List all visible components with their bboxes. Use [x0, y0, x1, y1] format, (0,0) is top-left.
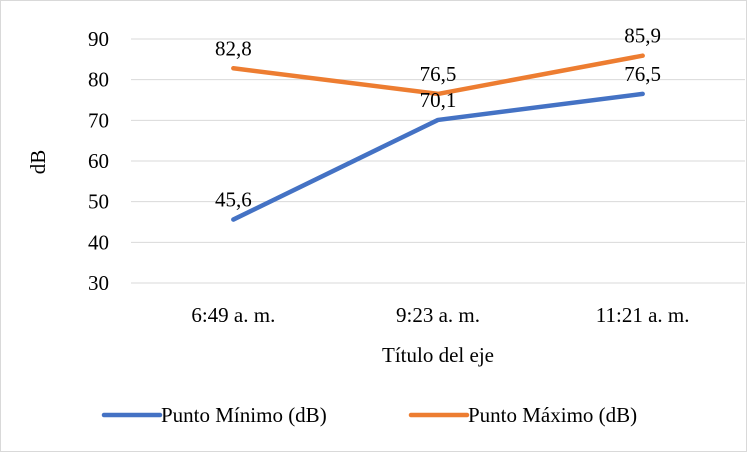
data-label: 76,5 — [624, 62, 661, 86]
x-tick-label: 6:49 a. m. — [191, 303, 275, 327]
data-label: 70,1 — [420, 88, 457, 112]
y-axis-ticks: 30 40 50 60 70 80 90 — [88, 27, 109, 295]
x-axis-title: Título del eje — [382, 343, 494, 367]
data-label: 82,8 — [215, 36, 252, 60]
x-tick-label: 11:21 a. m. — [596, 303, 690, 327]
data-labels: 45,670,176,582,876,585,9 — [215, 24, 661, 212]
series-line — [231, 91, 645, 222]
data-label: 85,9 — [624, 24, 661, 48]
x-tick-label: 9:23 a. m. — [396, 303, 480, 327]
y-tick-label: 80 — [88, 68, 109, 92]
series-line — [231, 53, 645, 97]
series-lines — [231, 53, 645, 222]
data-label: 45,6 — [215, 188, 252, 212]
y-axis-title: dB — [26, 150, 50, 175]
legend-label: Punto Mínimo (dB) — [161, 403, 327, 427]
y-tick-label: 90 — [88, 27, 109, 51]
y-tick-label: 70 — [88, 108, 109, 132]
legend-label: Punto Máximo (dB) — [468, 403, 637, 427]
y-tick-label: 40 — [88, 230, 109, 254]
legend: Punto Mínimo (dB) Punto Máximo (dB) — [101, 403, 637, 427]
y-tick-label: 60 — [88, 149, 109, 173]
data-label: 76,5 — [420, 62, 457, 86]
x-axis-ticks: 6:49 a. m. 9:23 a. m. 11:21 a. m. — [191, 303, 689, 327]
y-tick-label: 50 — [88, 190, 109, 214]
y-tick-label: 30 — [88, 271, 109, 295]
